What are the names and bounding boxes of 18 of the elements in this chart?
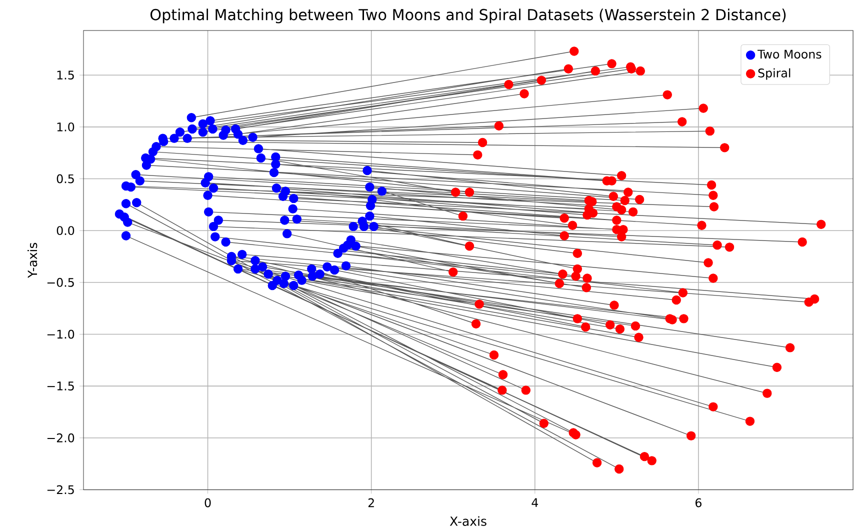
y-tick-label: 0.0	[56, 226, 74, 236]
y-tick-label: −1.0	[47, 330, 74, 339]
x-tick-label: 2	[368, 498, 374, 508]
x-tick-label: 0	[204, 498, 211, 508]
y-tick-label: −1.5	[47, 382, 74, 390]
y-tick-label: 1.0	[57, 122, 74, 132]
x-tick-label: 4	[532, 498, 538, 507]
y-tick-label: −2.5	[47, 485, 74, 494]
legend-label: Two Moons	[758, 50, 822, 59]
y-tick-label: −2.0	[47, 433, 74, 442]
y-axis-title: Y-axis	[28, 242, 38, 278]
y-tick-label: −0.5	[47, 278, 74, 287]
legend-label: Spiral	[758, 68, 790, 80]
x-tick-label: 6	[696, 498, 702, 508]
x-axis-title: X-axis	[450, 516, 486, 526]
y-tick-label: 1.5	[57, 70, 74, 80]
chart-title: Optimal Matching between Two Moons and Spiral Datasets (Wasserstein 2 Distance)	[150, 8, 786, 24]
y-tick-label: 0.5	[56, 174, 74, 184]
